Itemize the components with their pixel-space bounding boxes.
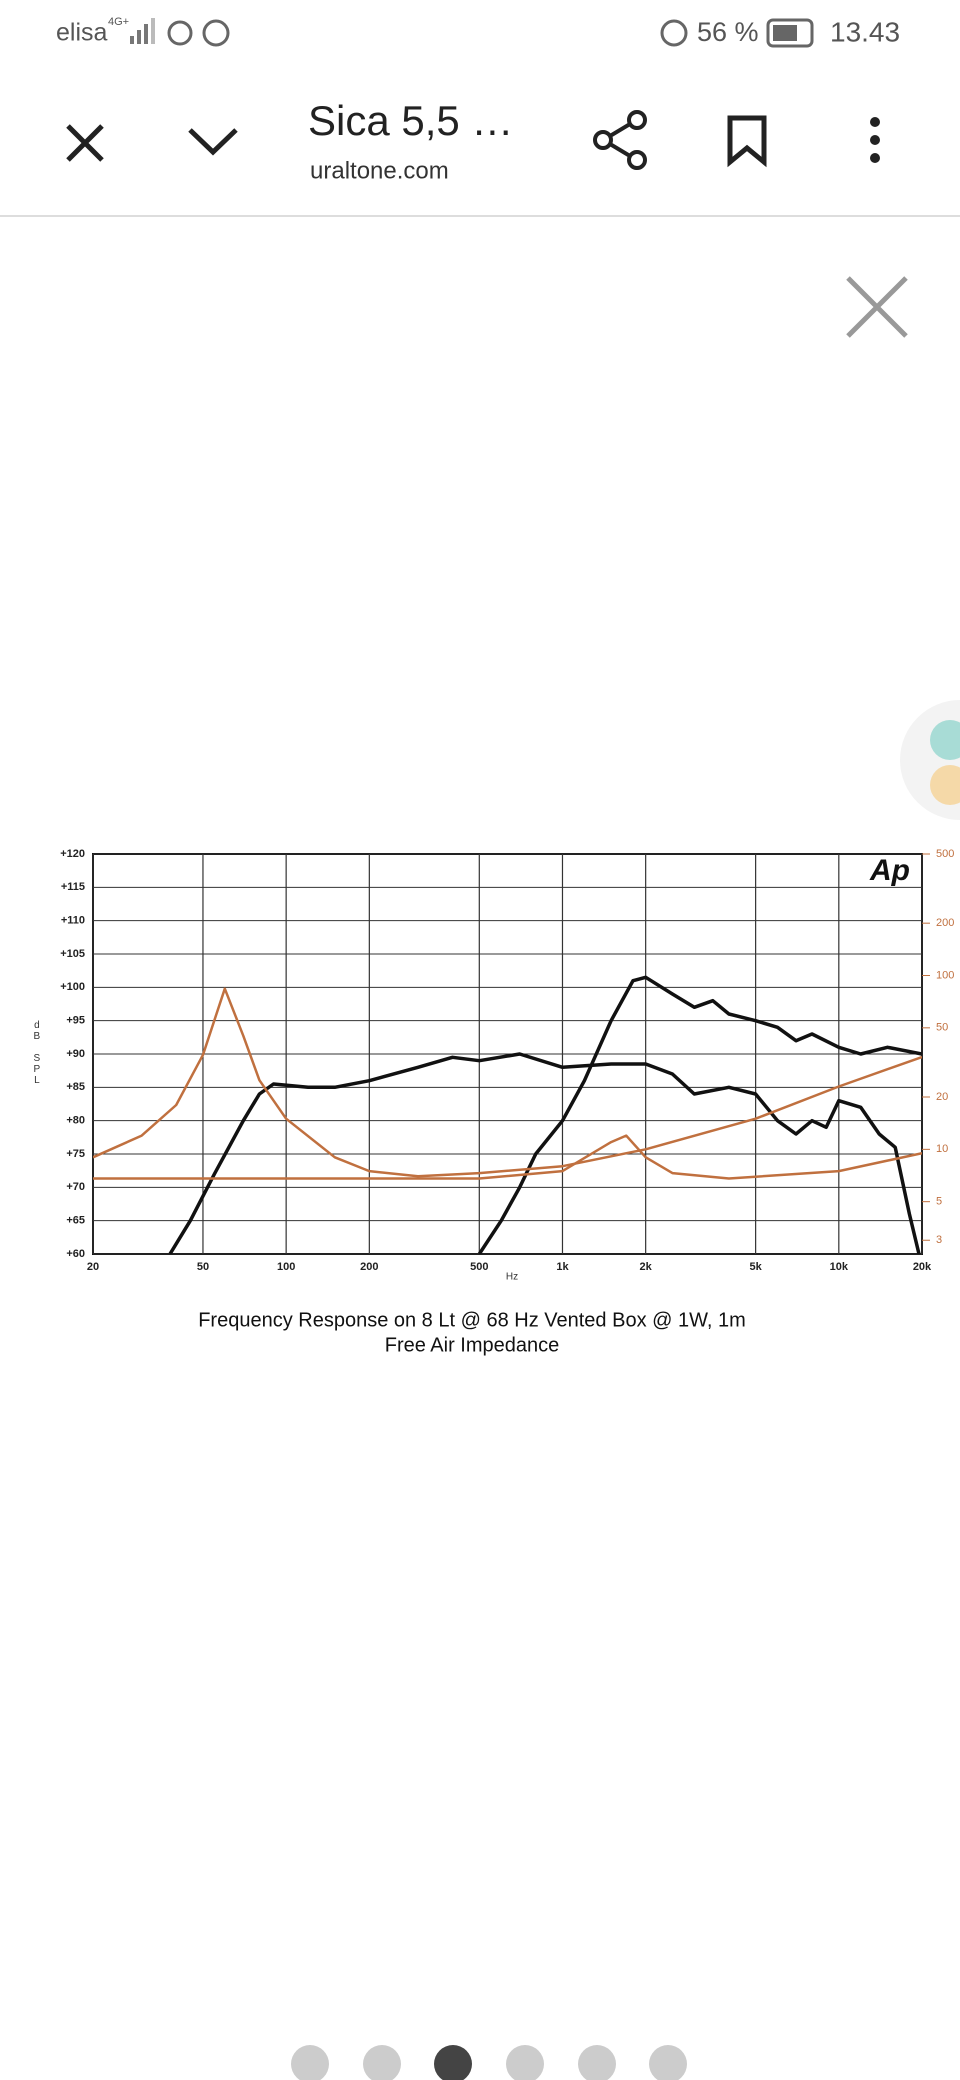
x-tick-label: 100	[277, 1261, 295, 1273]
viewer-close[interactable]	[846, 276, 908, 338]
series-line	[168, 1052, 921, 1254]
y-tick-label: +105	[60, 948, 85, 960]
fan-icon	[167, 20, 193, 46]
close-button[interactable]	[66, 124, 104, 162]
collapse-button[interactable]	[188, 128, 238, 156]
chart-title: Frequency Response on 8 Lt @ 68 Hz Vente…	[198, 1309, 746, 1331]
x-tick-label: 20	[87, 1261, 99, 1273]
x-tick-label: 20k	[913, 1261, 932, 1273]
page-title: Sica 5,5 …	[308, 97, 513, 144]
y2-tick-label: 100	[936, 969, 954, 981]
widget-petal	[930, 720, 960, 760]
y2-tick-label: 50	[936, 1022, 948, 1034]
y-tick-label: +100	[60, 981, 85, 993]
bookmark-button[interactable]	[727, 115, 767, 168]
x-tick-label: 10k	[830, 1261, 849, 1273]
x-tick-label: 2k	[640, 1261, 653, 1273]
clock: 13.43	[830, 16, 900, 47]
x-axis-label: Hz	[506, 1272, 518, 1283]
y-tick-label: +60	[66, 1248, 85, 1260]
x-tick-label: 500	[470, 1261, 488, 1273]
x-tick-label: 1k	[556, 1261, 569, 1273]
y-tick-label: +115	[61, 881, 85, 893]
signal-icon	[130, 18, 155, 44]
chart-subtitle: Free Air Impedance	[385, 1334, 560, 1356]
y-tick-label: +110	[61, 915, 85, 927]
y2-tick-label: 500	[936, 848, 954, 860]
page-indicator[interactable]	[291, 2045, 687, 2080]
x-tick-label: 50	[197, 1261, 209, 1273]
widget-petal	[930, 765, 960, 805]
menu-button[interactable]	[870, 117, 880, 163]
battery-level: 56 %	[697, 17, 759, 47]
alarm-icon	[660, 19, 688, 47]
carrier: elisa	[56, 19, 108, 47]
series-line	[477, 975, 922, 1254]
y2-tick-label: 5	[936, 1196, 942, 1208]
page-url: uraltone.com	[310, 157, 449, 184]
y-tick-label: +85	[66, 1081, 85, 1093]
battery-icon	[766, 18, 814, 48]
y2-tick-label: 3	[936, 1234, 942, 1246]
y-axis-label: dB SPL	[31, 1020, 42, 1086]
x-tick-label: 5k	[750, 1261, 763, 1273]
y-tick-label: +65	[66, 1215, 85, 1227]
series-group	[93, 975, 922, 1254]
series-line	[93, 987, 922, 1178]
series-line	[93, 1134, 922, 1180]
logo: Ap	[869, 854, 910, 887]
whatsapp-icon	[202, 19, 230, 47]
y-tick-label: +120	[60, 848, 85, 860]
x-tick-label: 200	[360, 1261, 378, 1273]
share-button[interactable]	[593, 110, 647, 170]
y-tick-label: +70	[66, 1181, 85, 1193]
y-tick-label: +75	[66, 1148, 85, 1160]
y-tick-label: +95	[66, 1015, 85, 1027]
plot: +60 +65 +70 +75 +80 +85 +90 +95 +100 +105 +110 +115…	[60, 848, 954, 1273]
network: 4G+	[108, 16, 129, 28]
y2-tick-label: 20	[936, 1091, 948, 1103]
y2-tick-label: 200	[936, 917, 954, 929]
y-tick-label: +90	[66, 1048, 85, 1060]
battery-fill	[773, 25, 797, 41]
y-tick-label: +80	[66, 1115, 85, 1127]
y2-tick-label: 10	[936, 1143, 948, 1155]
